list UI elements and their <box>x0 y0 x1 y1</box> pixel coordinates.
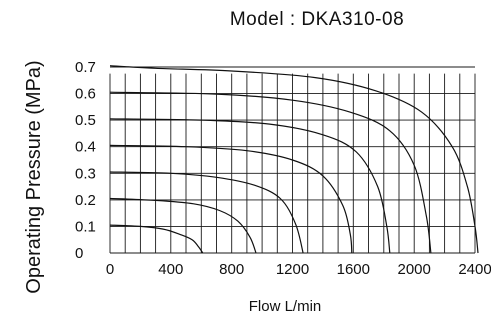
x-tick-label: 800 <box>219 261 244 278</box>
x-tick-label: 2000 <box>398 261 431 278</box>
x-axis-label: Flow L/min <box>249 298 322 315</box>
series-line-2 <box>109 197 257 254</box>
y-tick-label: 0.2 <box>75 192 96 209</box>
x-tick-labels: 0 400 800 1200 1600 2000 2400 <box>106 261 491 278</box>
y-tick-label: 0.4 <box>75 139 96 156</box>
chart-curves <box>109 65 479 254</box>
y-tick-label: 0.5 <box>75 112 96 129</box>
y-tick-label: 0.6 <box>75 86 96 103</box>
y-tick-label: 0.3 <box>75 165 96 182</box>
x-tick-label: 400 <box>158 261 183 278</box>
x-tick-label: 1200 <box>276 261 309 278</box>
series-line-5 <box>109 118 391 254</box>
x-tick-label: 2400 <box>458 261 491 278</box>
y-axis-label: Operating Pressure (MPa) <box>23 60 45 293</box>
series-line-7 <box>109 65 479 254</box>
chart-grid <box>109 66 476 254</box>
series-line-6 <box>109 91 432 254</box>
x-tick-label: 0 <box>106 261 114 278</box>
series-line-3 <box>109 171 304 254</box>
x-tick-label: 1600 <box>337 261 370 278</box>
chart-title: Model : DKA310-08 <box>230 9 404 30</box>
y-tick-label: 0.7 <box>75 59 96 76</box>
y-tick-label: 0 <box>75 245 83 262</box>
series-line-4 <box>109 144 353 254</box>
y-tick-labels: 0 0.1 0.2 0.3 0.4 0.5 0.6 0.7 <box>75 59 96 262</box>
series-line-1 <box>109 224 204 254</box>
y-tick-label: 0.1 <box>75 218 96 235</box>
